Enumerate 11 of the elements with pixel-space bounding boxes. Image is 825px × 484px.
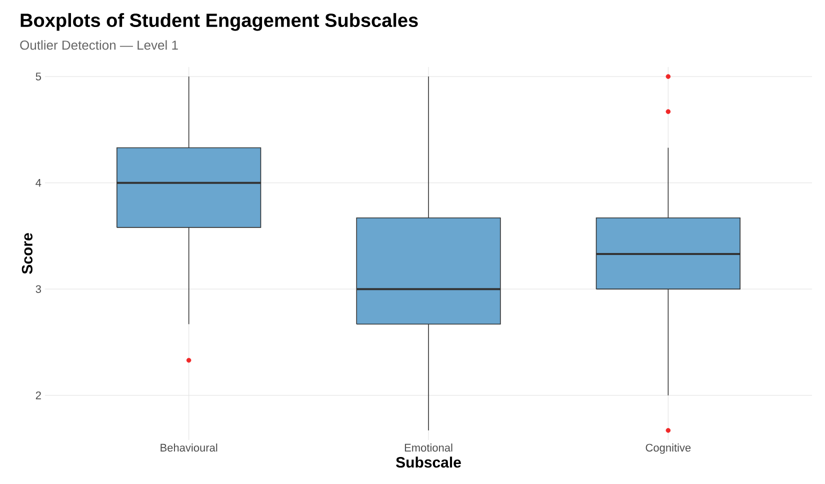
x-tick-label: Emotional bbox=[404, 444, 452, 452]
y-tick-label: 4 bbox=[36, 179, 42, 187]
chart-title: Boxplots of Student Engagement Subscales bbox=[20, 13, 418, 31]
y-tick-label: 2 bbox=[36, 392, 41, 400]
x-tick-label: Behavioural bbox=[160, 444, 218, 452]
chart-subtitle: Outlier Detection — Level 1 bbox=[20, 40, 178, 50]
y-axis-title: Score bbox=[22, 233, 32, 274]
x-axis-title: Subscale bbox=[396, 456, 461, 468]
y-tick-label: 3 bbox=[36, 285, 41, 293]
x-tick-label: Cognitive bbox=[646, 444, 691, 454]
y-tick-label: 5 bbox=[36, 72, 42, 80]
